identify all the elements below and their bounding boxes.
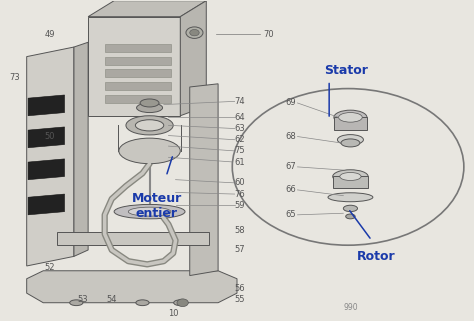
Ellipse shape	[136, 300, 149, 306]
Text: 76: 76	[235, 190, 246, 199]
Text: Moteur
entier: Moteur entier	[131, 193, 182, 221]
Text: 74: 74	[235, 97, 245, 106]
Circle shape	[186, 27, 203, 39]
Ellipse shape	[70, 300, 83, 306]
Text: 58: 58	[235, 226, 245, 235]
Text: Stator: Stator	[324, 65, 368, 77]
Polygon shape	[88, 17, 180, 116]
Text: 62: 62	[235, 135, 245, 144]
Ellipse shape	[340, 172, 361, 180]
Ellipse shape	[137, 103, 163, 113]
Text: 53: 53	[78, 295, 88, 304]
Circle shape	[177, 299, 188, 307]
Text: 52: 52	[45, 263, 55, 272]
Polygon shape	[190, 84, 218, 275]
Ellipse shape	[114, 204, 185, 219]
Polygon shape	[334, 117, 367, 130]
Text: Rotor: Rotor	[357, 250, 396, 263]
Ellipse shape	[338, 113, 362, 122]
Polygon shape	[57, 232, 209, 245]
Text: 50: 50	[45, 132, 55, 141]
Ellipse shape	[333, 170, 368, 183]
Text: 59: 59	[235, 201, 245, 210]
Polygon shape	[105, 69, 171, 77]
Text: 55: 55	[235, 295, 245, 304]
Ellipse shape	[346, 214, 355, 219]
Ellipse shape	[328, 193, 373, 202]
Polygon shape	[27, 271, 237, 303]
Ellipse shape	[173, 300, 187, 306]
Circle shape	[190, 30, 199, 36]
Text: 61: 61	[235, 158, 245, 167]
Polygon shape	[27, 47, 74, 266]
Text: 990: 990	[343, 303, 358, 312]
Polygon shape	[28, 95, 64, 116]
Polygon shape	[105, 95, 171, 103]
Text: 49: 49	[45, 30, 55, 39]
Text: 60: 60	[235, 178, 245, 187]
Polygon shape	[333, 177, 368, 188]
Ellipse shape	[337, 134, 364, 145]
Ellipse shape	[128, 207, 171, 216]
Text: 73: 73	[9, 73, 19, 82]
Ellipse shape	[341, 139, 360, 147]
Text: 69: 69	[285, 99, 296, 108]
Text: 70: 70	[263, 30, 273, 39]
Circle shape	[232, 89, 464, 245]
Ellipse shape	[126, 116, 173, 135]
Polygon shape	[28, 194, 64, 215]
Ellipse shape	[136, 120, 164, 131]
Text: 75: 75	[235, 146, 245, 155]
Text: 10: 10	[168, 309, 178, 318]
Polygon shape	[74, 42, 88, 256]
Text: 67: 67	[285, 162, 296, 171]
Polygon shape	[28, 159, 64, 180]
Ellipse shape	[334, 110, 367, 125]
Text: 66: 66	[285, 186, 296, 195]
Polygon shape	[88, 1, 206, 17]
Text: 68: 68	[285, 132, 296, 141]
Text: 63: 63	[235, 124, 246, 133]
Ellipse shape	[119, 138, 180, 164]
Text: 65: 65	[285, 210, 296, 219]
Text: 56: 56	[235, 284, 245, 293]
Polygon shape	[105, 56, 171, 65]
Polygon shape	[105, 82, 171, 90]
Text: 57: 57	[235, 246, 245, 255]
Ellipse shape	[140, 99, 159, 107]
Polygon shape	[28, 127, 64, 148]
Ellipse shape	[343, 205, 357, 212]
Text: 64: 64	[235, 113, 245, 122]
Text: 54: 54	[106, 295, 117, 304]
Polygon shape	[180, 1, 206, 116]
Polygon shape	[105, 44, 171, 52]
